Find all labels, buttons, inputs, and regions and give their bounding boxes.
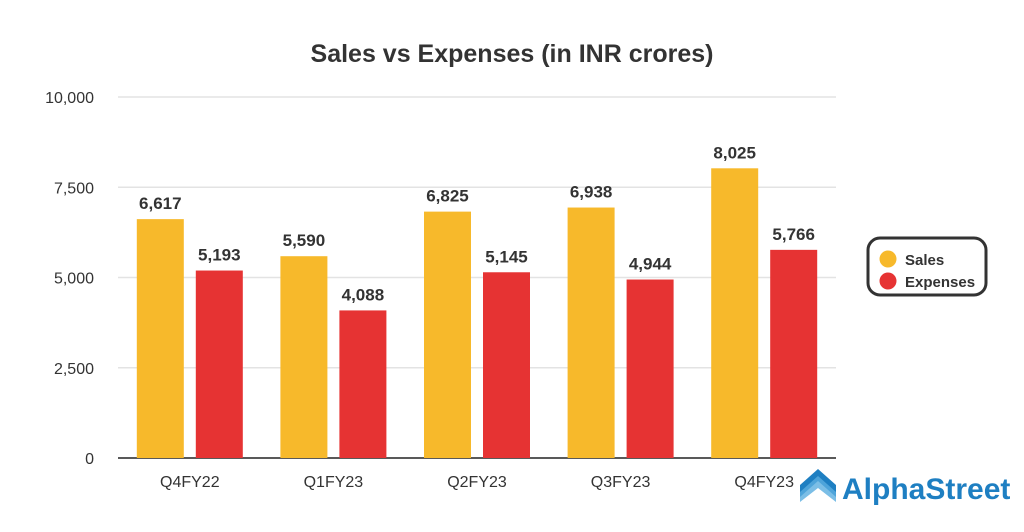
- x-tick-label: Q2FY23: [447, 474, 507, 491]
- bar-sales: [280, 256, 328, 458]
- bar-expenses: [770, 249, 818, 458]
- x-tick-label: Q4FY22: [160, 474, 220, 491]
- bar-expenses: [195, 270, 243, 458]
- y-tick-label: 10,000: [45, 90, 94, 107]
- legend-sales-label: Sales: [905, 252, 944, 269]
- x-tick-label: Q3FY23: [591, 474, 651, 491]
- legend: Sales Expenses: [866, 236, 988, 297]
- y-tick-label: 0: [85, 451, 94, 468]
- bar-sales: [136, 219, 184, 458]
- alphastreet-logo: AlphaStreet: [800, 469, 1010, 506]
- data-label: 8,025: [713, 143, 756, 162]
- y-tick-label: 5,000: [54, 271, 94, 288]
- data-label: 6,825: [426, 187, 469, 206]
- data-label: 4,088: [342, 285, 385, 304]
- bar-sales: [424, 211, 471, 458]
- logo-text: AlphaStreet: [842, 473, 1010, 506]
- bar-expenses: [483, 272, 530, 458]
- legend-expenses-label: Expenses: [905, 274, 975, 291]
- x-tick-label: Q1FY23: [304, 474, 364, 491]
- bar-sales: [711, 168, 759, 459]
- y-tick-label: 7,500: [54, 180, 94, 197]
- logo-chevron-icon: [800, 469, 836, 502]
- x-tick-label: Q4FY23: [734, 474, 794, 491]
- data-label: 6,938: [570, 183, 613, 202]
- bar-expenses: [626, 279, 674, 458]
- bar-expenses: [339, 310, 387, 458]
- data-label: 6,617: [139, 194, 182, 213]
- bar-sales: [567, 207, 615, 458]
- chart-title: Sales vs Expenses (in INR crores): [311, 40, 714, 68]
- legend-expenses-marker: [879, 272, 897, 290]
- legend-sales-marker: [879, 250, 897, 268]
- y-tick-label: 2,500: [54, 361, 94, 378]
- data-label: 4,944: [629, 255, 672, 274]
- data-label: 5,766: [772, 225, 815, 244]
- data-label: 5,193: [198, 246, 241, 265]
- data-label: 5,145: [485, 247, 528, 266]
- data-label: 5,590: [283, 231, 326, 250]
